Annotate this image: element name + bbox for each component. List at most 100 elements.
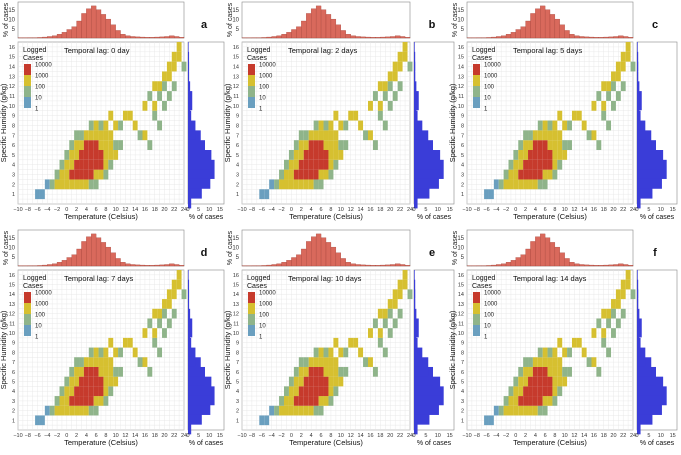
heatmap-cell <box>625 270 631 280</box>
top-histogram-bar <box>618 263 624 267</box>
heatmap-cell <box>142 328 148 338</box>
side-histogram-bar <box>637 289 639 309</box>
top-histogram-bar <box>613 264 619 267</box>
heatmap-cell <box>547 357 553 367</box>
heatmap-cell <box>537 140 543 150</box>
heatmap-cell <box>547 386 553 397</box>
panel-letter: e <box>429 247 435 259</box>
heatmap-cell <box>264 189 270 200</box>
heatmap-cell <box>88 366 94 377</box>
y-tick-label: 14 <box>233 65 239 71</box>
heatmap-cell <box>532 357 538 367</box>
top-histogram-bar <box>569 262 575 267</box>
y-tick-label: 12 <box>9 84 15 90</box>
heatmap-cell <box>581 120 587 131</box>
legend-entry: 100 <box>259 313 270 319</box>
x-tick-label: 0 <box>65 433 68 439</box>
y-tick-label: 6 <box>461 370 464 376</box>
side-histogram-bar <box>637 81 640 101</box>
heatmap-cell <box>313 120 319 131</box>
top-histogram-bar <box>520 254 526 267</box>
side-histogram-tick: 5 <box>424 207 427 213</box>
side-histogram-bar <box>414 61 416 81</box>
top-histogram-bar <box>301 20 307 39</box>
top-histogram-bar <box>291 257 297 267</box>
heatmap-cell <box>625 51 631 62</box>
heatmap-cell <box>293 169 299 180</box>
x-tick-label: 18 <box>601 433 607 439</box>
x-tick-label: 8 <box>104 207 107 213</box>
side-histogram-bar <box>188 120 196 140</box>
heatmap-cell <box>532 386 538 397</box>
y-tick-label: 2 <box>236 182 239 188</box>
heatmap-cell <box>318 169 324 180</box>
y-tick-label: 2 <box>461 409 464 415</box>
heatmap-cell <box>328 347 334 358</box>
x-tick-label: 4 <box>85 207 88 213</box>
top-histogram-bar <box>525 20 531 39</box>
top-histogram-bar <box>355 36 361 39</box>
y-tick-label: 7 <box>461 360 464 366</box>
top-histogram-bar <box>266 264 272 267</box>
legend-entry: 10 <box>259 324 266 330</box>
legend-color-swatch <box>24 292 31 303</box>
heatmap-cell <box>303 179 309 190</box>
side-histogram-bar <box>414 328 417 348</box>
heatmap-cell <box>176 270 182 280</box>
heatmap-cell <box>293 386 299 397</box>
heatmap-cell <box>64 405 70 416</box>
x-tick-label: 14 <box>358 207 364 213</box>
heatmap-cell <box>503 179 509 190</box>
heatmap-cell <box>513 376 519 387</box>
heatmap-cell <box>74 376 80 387</box>
heatmap-cell <box>318 366 324 377</box>
x-tick-label: 22 <box>171 433 177 439</box>
heatmap-cell <box>611 299 616 309</box>
top-histogram-tick: 15 <box>8 8 15 14</box>
heatmap-cell <box>269 405 275 416</box>
heatmap-cell <box>74 159 80 170</box>
y-tick-label: 15 <box>458 55 464 61</box>
x-tick-label: −8 <box>474 433 480 439</box>
heatmap-cell <box>313 396 319 406</box>
heatmap-cell <box>308 159 314 170</box>
heatmap-cell <box>308 130 314 141</box>
x-tick-label: 24 <box>630 433 636 439</box>
side-histogram-bar <box>188 328 191 348</box>
legend-title: Cases <box>23 283 43 290</box>
heatmap-cell <box>333 376 339 387</box>
heatmap-cell <box>69 396 75 406</box>
x-tick-label: 20 <box>387 207 393 213</box>
heatmap-cell <box>513 396 519 406</box>
heatmap-cell <box>596 140 602 150</box>
heatmap-cell <box>74 179 80 190</box>
heatmap-cell <box>328 396 334 406</box>
heatmap-cell <box>547 376 553 387</box>
side-histogram-tick: 10 <box>206 433 212 439</box>
heatmap-cell <box>88 396 94 406</box>
side-histogram-bar <box>414 415 418 435</box>
heatmap-cell <box>523 169 529 180</box>
heatmap-cell <box>397 308 403 319</box>
top-histogram-bar <box>178 265 185 267</box>
top-histogram-bar <box>105 246 111 267</box>
heatmap-cell <box>152 100 158 111</box>
heatmap-cell <box>625 42 631 52</box>
heatmap-cell <box>54 169 60 180</box>
top-histogram-bar <box>91 5 97 39</box>
heatmap-cell <box>615 299 621 309</box>
side-histogram-tick: 5 <box>647 433 650 439</box>
side-histogram-bar <box>188 110 192 130</box>
top-histogram-bar <box>61 260 67 267</box>
heatmap-cell <box>488 415 494 426</box>
y-tick-label: 6 <box>461 143 464 149</box>
heatmap-cell <box>392 289 398 300</box>
heatmap-cell <box>557 110 563 121</box>
heatmap-cell <box>298 376 304 387</box>
legend-entry: 10 <box>35 324 42 330</box>
heatmap-cell <box>382 347 388 358</box>
top-histogram-bar <box>491 36 497 39</box>
heatmap-cell <box>64 396 70 406</box>
side-histogram-bar <box>414 71 416 91</box>
y-tick-label: 9 <box>461 341 464 347</box>
